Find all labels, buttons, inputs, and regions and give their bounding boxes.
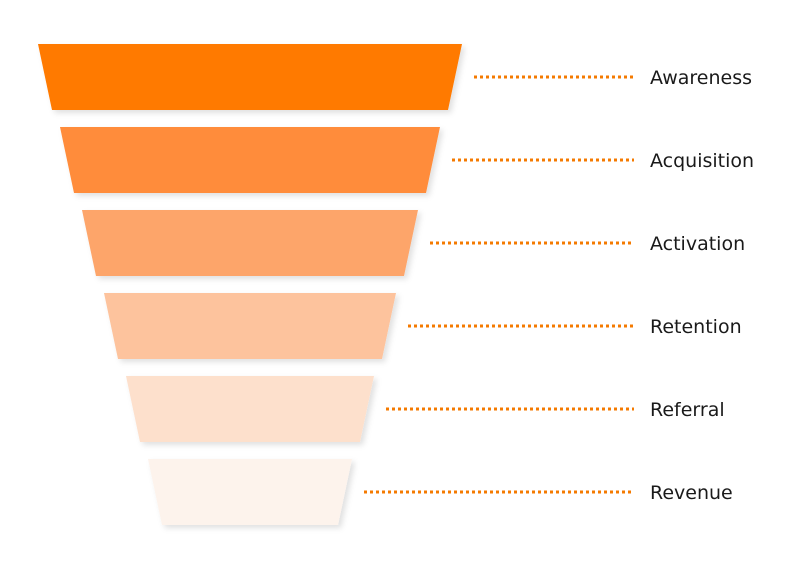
- funnel-stage-acquisition: Acquisition: [60, 127, 754, 193]
- funnel-band-acquisition: [60, 127, 440, 193]
- funnel-stage-referral: Referral: [126, 376, 725, 442]
- funnel-band-retention: [104, 293, 396, 359]
- stage-label-referral: Referral: [650, 399, 725, 421]
- funnel-band-referral: [126, 376, 374, 442]
- funnel-band-awareness: [38, 44, 462, 110]
- funnel-stage-revenue: Revenue: [148, 459, 733, 525]
- funnel-band-revenue: [148, 459, 352, 525]
- stage-label-revenue: Revenue: [650, 482, 733, 504]
- funnel-stage-awareness: Awareness: [38, 44, 752, 110]
- funnel-stage-activation: Activation: [82, 210, 745, 276]
- stage-label-retention: Retention: [650, 316, 742, 338]
- funnel-band-activation: [82, 210, 418, 276]
- stage-label-acquisition: Acquisition: [650, 150, 754, 172]
- funnel-stage-retention: Retention: [104, 293, 742, 359]
- stage-label-activation: Activation: [650, 233, 745, 255]
- stage-label-awareness: Awareness: [650, 67, 752, 89]
